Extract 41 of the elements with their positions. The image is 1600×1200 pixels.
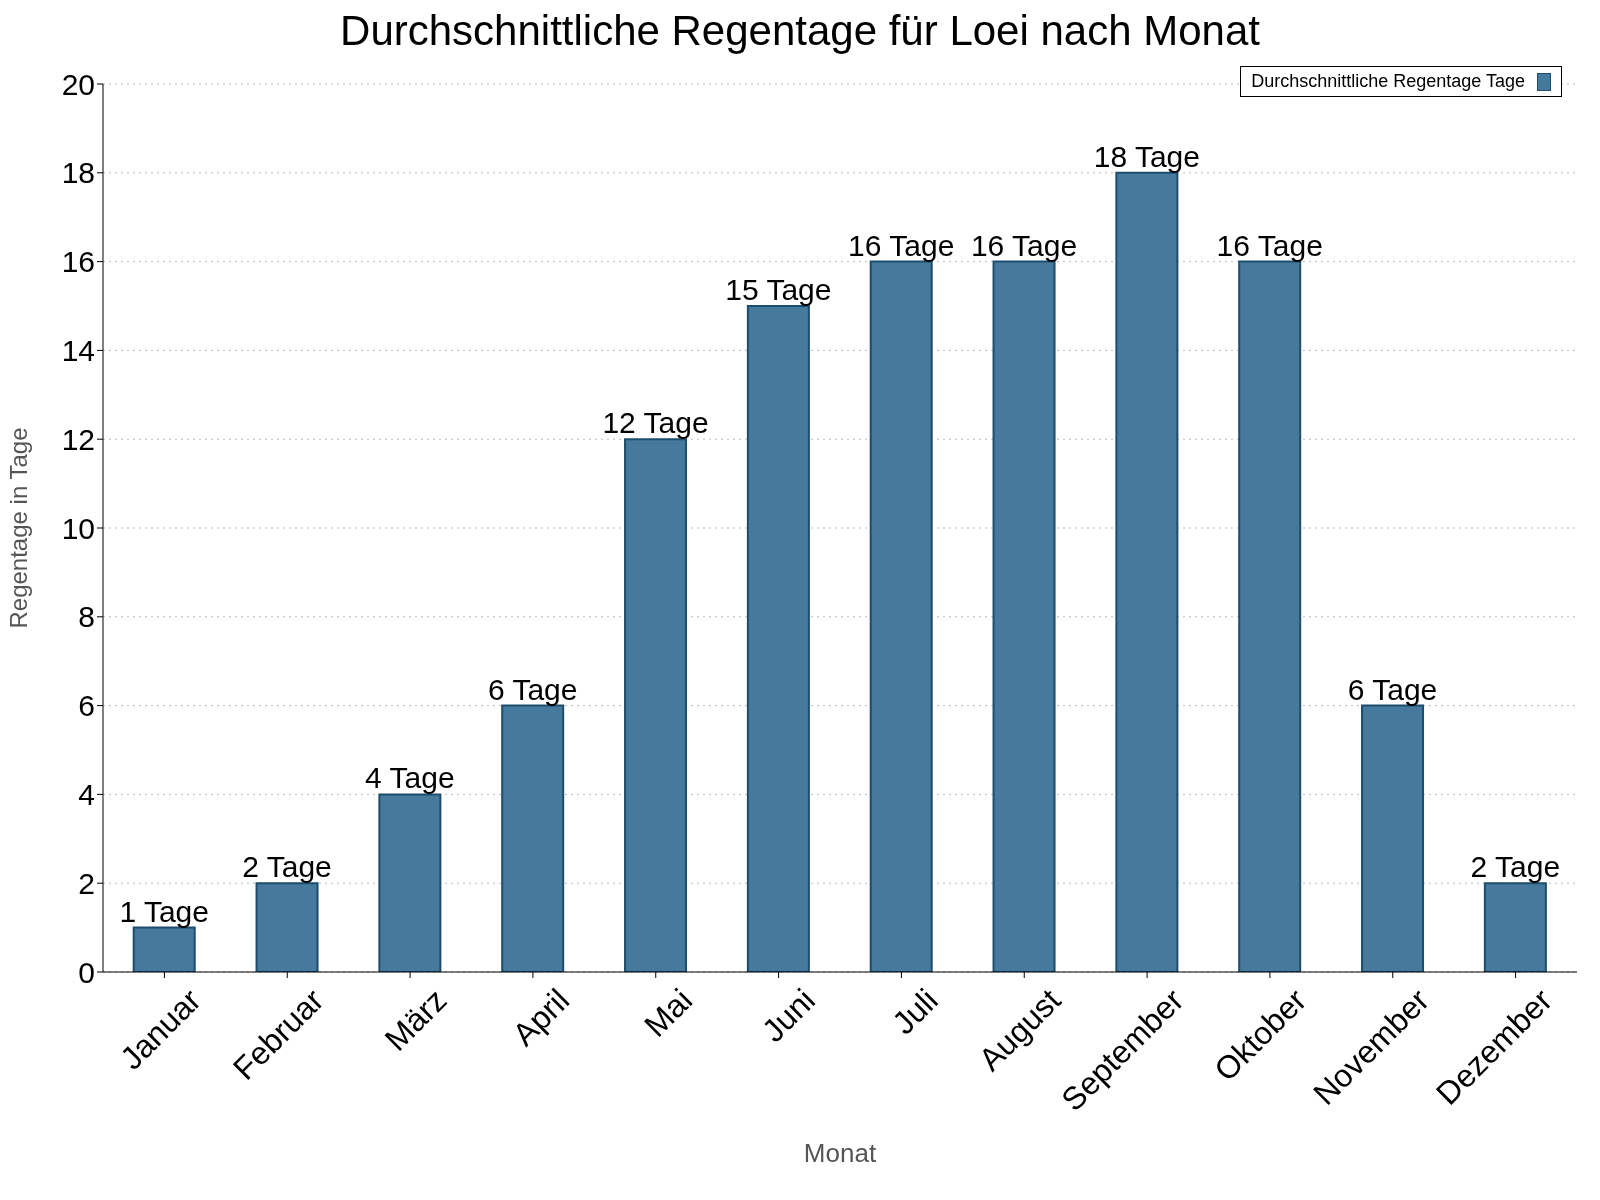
data-label: 1 Tage [119, 894, 209, 928]
bar [255, 882, 319, 972]
data-label: 15 Tage [725, 273, 832, 306]
bar [992, 260, 1056, 972]
y-axis-title: Regentage in Tage [4, 427, 32, 629]
data-label: 2 Tage [1470, 850, 1561, 884]
bar [746, 305, 810, 972]
y-tick-label: 16 [61, 245, 95, 279]
y-tick-label: 18 [61, 156, 95, 190]
bar [378, 793, 442, 972]
chart-title: Durchschnittliche Regentage für Loei nach Monat [339, 7, 1261, 54]
bar [1238, 260, 1302, 972]
bar [1115, 171, 1179, 972]
y-tick-label: 2 [78, 866, 95, 900]
bar [1361, 704, 1425, 972]
y-tick-label: 20 [61, 67, 95, 101]
x-tick-label: Juli [885, 981, 945, 1042]
y-tick-label: 4 [78, 778, 95, 812]
bar [1483, 882, 1547, 972]
bar [501, 704, 565, 972]
y-tick-label: 8 [78, 600, 95, 634]
data-label: 2 Tage [242, 850, 332, 884]
data-label: 6 Tage [487, 672, 578, 706]
y-tick-label: 0 [78, 955, 95, 989]
y-tick-label: 10 [61, 511, 95, 545]
bar [132, 926, 196, 972]
x-tick-label: Mai [637, 981, 700, 1044]
bar [869, 260, 933, 972]
y-tick-label: 6 [78, 689, 95, 723]
y-tick-label: 14 [61, 334, 95, 368]
data-label: 16 Tage [1216, 228, 1323, 262]
legend-label: Durchschnittliche Regentage Tage [1251, 71, 1525, 92]
data-label: 12 Tage [602, 406, 709, 440]
data-label: 6 Tage [1347, 672, 1438, 706]
data-label: 16 Tage [970, 228, 1078, 262]
x-axis-title: Monat [803, 1138, 877, 1168]
bar [624, 438, 688, 972]
y-tick-label: 12 [61, 422, 95, 456]
data-label: 18 Tage [1093, 139, 1200, 173]
data-label: 4 Tage [365, 761, 455, 795]
data-label: 16 Tage [848, 228, 955, 262]
